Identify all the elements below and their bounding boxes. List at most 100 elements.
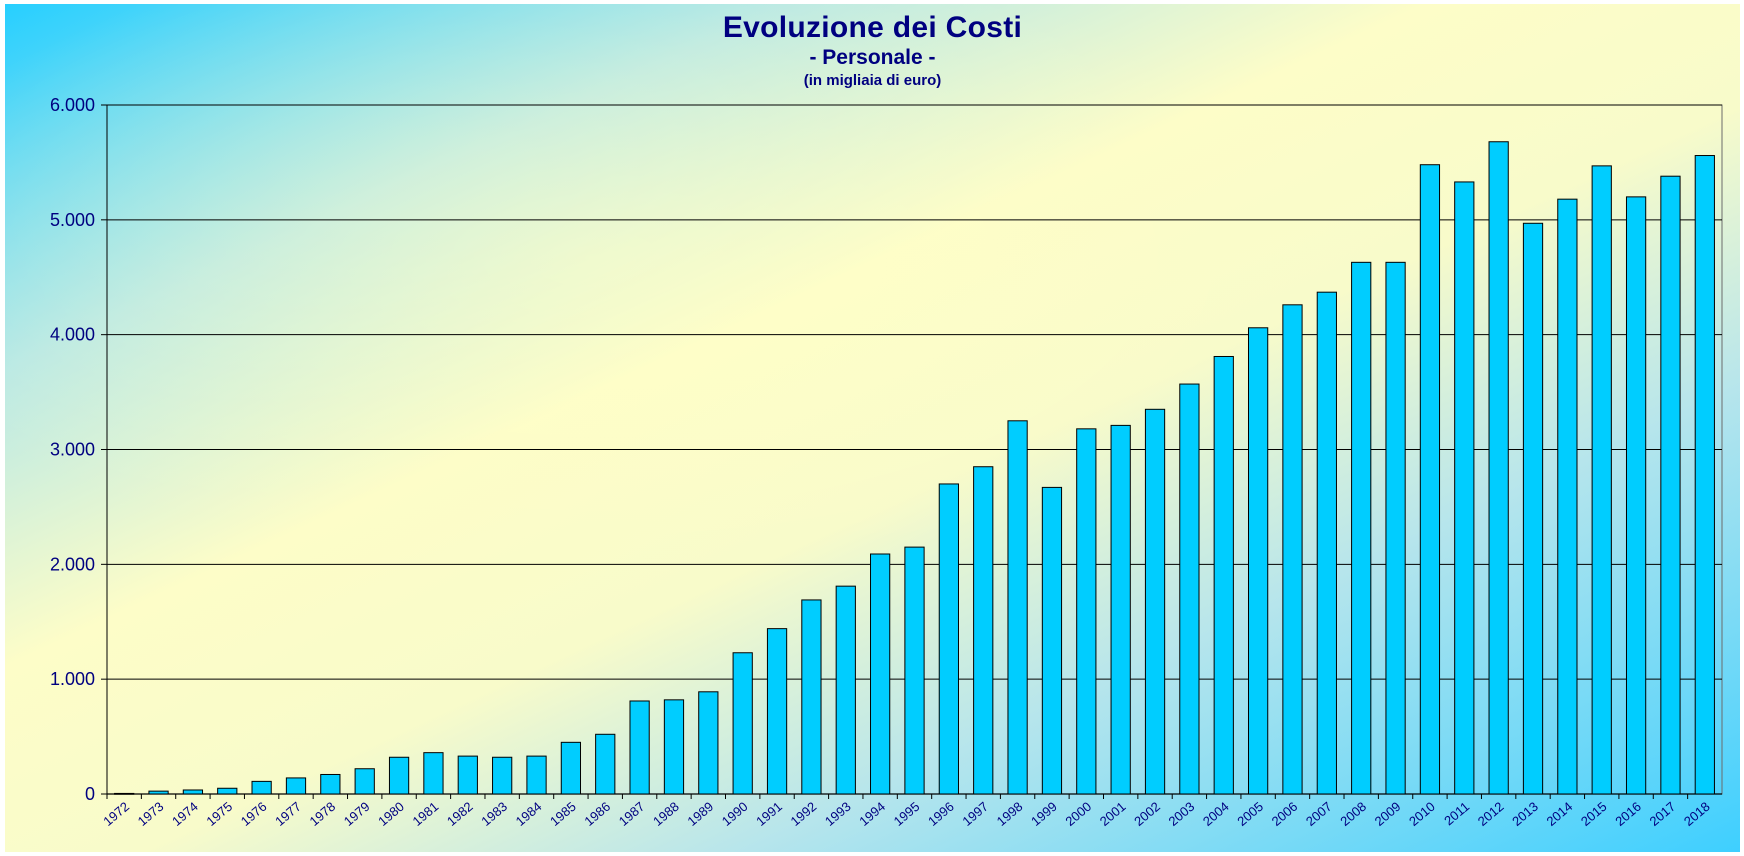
- x-tick-label: 2000: [1062, 799, 1094, 829]
- x-tick-label: 1975: [203, 799, 235, 829]
- y-tick-label: 3.000: [50, 440, 95, 460]
- bar: [1351, 261, 1372, 795]
- bar: [1522, 222, 1544, 795]
- x-tick-label: 1992: [788, 799, 820, 829]
- bar: [1591, 165, 1612, 795]
- bar: [1316, 291, 1337, 795]
- bar: [1282, 304, 1303, 795]
- x-tick-label: 1998: [994, 799, 1026, 829]
- y-tick-label: 0: [85, 784, 95, 804]
- bar: [766, 628, 788, 795]
- x-tick-label: 1972: [100, 799, 132, 829]
- bar: [1454, 181, 1475, 795]
- x-tick-label: 1999: [1028, 799, 1060, 829]
- chart-frame: Evoluzione dei Costi - Personale - (in m…: [5, 4, 1740, 852]
- bar: [457, 755, 478, 795]
- bar: [354, 768, 375, 795]
- x-tick-label: 2008: [1337, 799, 1369, 829]
- bar: [1660, 175, 1681, 795]
- x-tick-label: 2006: [1269, 799, 1301, 829]
- bar: [1247, 327, 1269, 795]
- y-tick-label: 6.000: [50, 95, 95, 115]
- x-tick-label: 2003: [1166, 799, 1198, 829]
- bar: [698, 691, 719, 795]
- x-tick-label: 1977: [272, 799, 304, 829]
- bar: [1385, 261, 1406, 795]
- x-tick-label: 2002: [1131, 799, 1163, 829]
- bar: [1076, 428, 1097, 795]
- x-tick-label: 1984: [513, 799, 545, 829]
- bar: [904, 546, 925, 795]
- chart-title: Evoluzione dei Costi: [722, 11, 1023, 44]
- title-block: Evoluzione dei Costi - Personale - (in m…: [5, 10, 1740, 92]
- y-tick-label: 5.000: [50, 210, 95, 230]
- x-tick-label: 2001: [1097, 799, 1129, 829]
- bar: [870, 553, 891, 795]
- bar: [1625, 196, 1647, 795]
- bar: [1110, 424, 1131, 795]
- chart-unit-note: (in migliaia di euro): [803, 72, 942, 89]
- x-tick-label: 1983: [478, 799, 510, 829]
- bar: [423, 752, 444, 795]
- x-tick-label: 2011: [1441, 799, 1472, 828]
- x-tick-label: 1994: [856, 799, 888, 829]
- bar: [560, 741, 582, 795]
- x-tick-label: 1993: [822, 799, 854, 829]
- x-tick-label: 2014: [1544, 799, 1576, 829]
- bar: [835, 585, 856, 795]
- x-tick-label: 1982: [444, 799, 476, 829]
- bar: [1419, 164, 1441, 795]
- y-tick-label: 4.000: [50, 325, 95, 345]
- bar: [1694, 155, 1715, 795]
- bar: [732, 652, 753, 795]
- x-tick-label: 2018: [1681, 799, 1713, 829]
- x-tick-label: 2010: [1406, 799, 1438, 829]
- x-tick-label: 1980: [375, 799, 407, 829]
- x-tick-label: 1991: [753, 799, 785, 829]
- y-tick-label: 2.000: [50, 554, 95, 574]
- x-tick-label: 1978: [306, 799, 338, 829]
- bar: [801, 599, 822, 795]
- bar: [320, 773, 341, 795]
- bar: [1144, 408, 1166, 795]
- x-tick-label: 2007: [1303, 799, 1335, 829]
- bar: [1179, 383, 1200, 795]
- x-tick-label: 1979: [341, 799, 373, 829]
- bar: [285, 777, 307, 795]
- x-tick-label: 1988: [650, 799, 682, 829]
- x-tick-label: 1974: [169, 799, 201, 829]
- x-tick-label: 2016: [1612, 799, 1644, 829]
- bar: [1488, 141, 1509, 795]
- bar: [492, 756, 513, 795]
- x-tick-label: 2013: [1509, 799, 1541, 829]
- bar: [938, 483, 959, 795]
- x-tick-label: 2015: [1578, 799, 1610, 829]
- bar: [595, 733, 616, 795]
- x-tick-label: 1987: [616, 799, 648, 829]
- x-tick-label: 2004: [1200, 799, 1232, 829]
- bar: [1041, 486, 1063, 795]
- chart-subtitle: - Personale -: [809, 46, 936, 69]
- bar: [663, 699, 685, 795]
- bar: [148, 790, 169, 795]
- x-tick-label: 1985: [547, 799, 579, 829]
- bar: [526, 755, 547, 795]
- bar: [973, 466, 994, 795]
- x-tick-label: 1989: [684, 799, 716, 829]
- x-tick-label: 1990: [719, 799, 751, 829]
- x-tick-label: 1997: [959, 799, 991, 829]
- bar: [388, 756, 410, 795]
- bar: [1213, 355, 1234, 795]
- bar: [1557, 198, 1578, 795]
- y-tick-label: 1.000: [50, 669, 95, 689]
- x-tick-label: 1973: [135, 799, 167, 829]
- bar: [251, 780, 272, 795]
- bar: [217, 787, 238, 795]
- bar: [629, 700, 650, 795]
- bar: [1007, 420, 1028, 795]
- x-tick-label: 1986: [581, 799, 613, 829]
- bar: [114, 792, 135, 795]
- x-tick-label: 2009: [1372, 799, 1404, 829]
- x-tick-label: 2005: [1234, 799, 1266, 829]
